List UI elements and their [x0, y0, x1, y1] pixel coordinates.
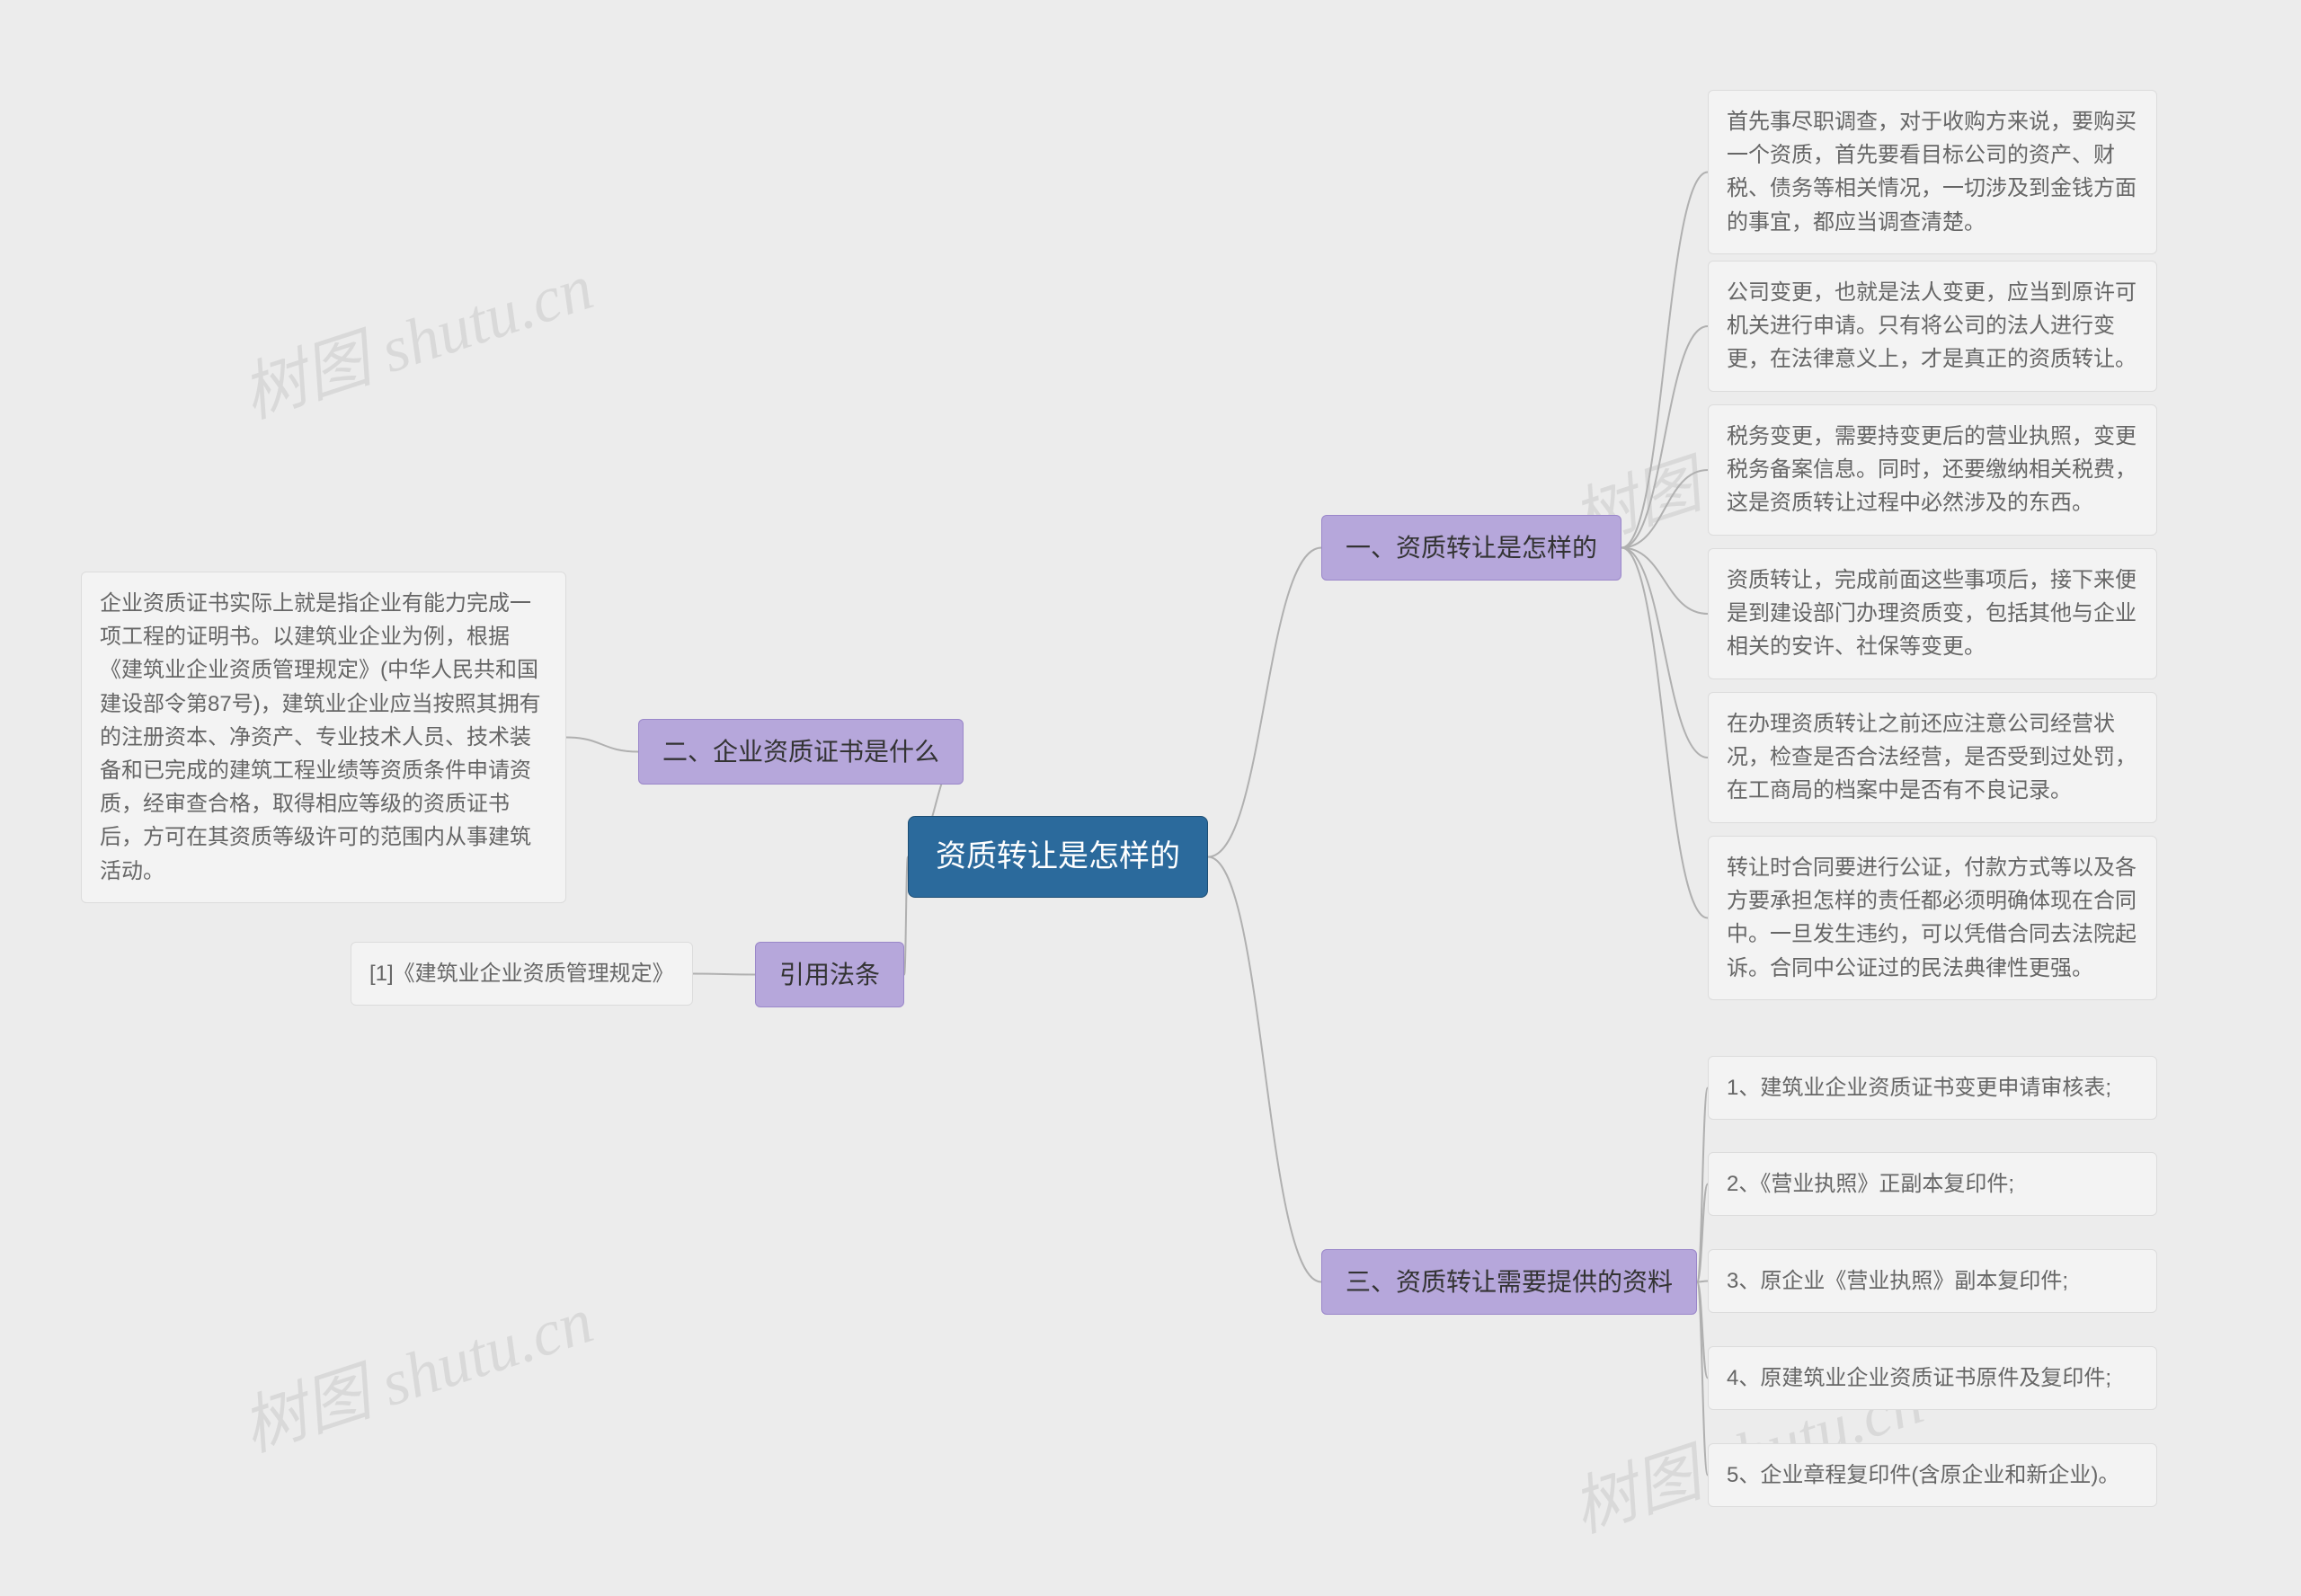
branch-2[interactable]: 二、企业资质证书是什么	[638, 719, 964, 785]
leaf-b1-1[interactable]: 首先事尽职调查，对于收购方来说，要购买一个资质，首先要看目标公司的资产、财税、债…	[1708, 90, 2157, 254]
leaf-b1-6[interactable]: 转让时合同要进行公证，付款方式等以及各方要承担怎样的责任都必须明确体现在合同中。…	[1708, 836, 2157, 1000]
watermark: 树图 shutu.cn	[228, 234, 603, 436]
root-node[interactable]: 资质转让是怎样的	[908, 816, 1208, 898]
leaf-b3-4[interactable]: 4、原建筑业企业资质证书原件及复印件;	[1708, 1346, 2157, 1410]
leaf-b1-2[interactable]: 公司变更，也就是法人变更，应当到原许可机关进行申请。只有将公司的法人进行变更，在…	[1708, 261, 2157, 392]
leaf-b1-3[interactable]: 税务变更，需要持变更后的营业执照，变更税务备案信息。同时，还要缴纳相关税费，这是…	[1708, 404, 2157, 536]
leaf-b4-1[interactable]: [1]《建筑业企业资质管理规定》	[351, 942, 693, 1006]
branch-1[interactable]: 一、资质转让是怎样的	[1321, 515, 1621, 581]
leaf-b2-1[interactable]: 企业资质证书实际上就是指企业有能力完成一项工程的证明书。以建筑业企业为例，根据《…	[81, 572, 566, 903]
leaf-b3-5[interactable]: 5、企业章程复印件(含原企业和新企业)。	[1708, 1443, 2157, 1507]
leaf-b1-5[interactable]: 在办理资质转让之前还应注意公司经营状况，检查是否合法经营，是否受到过处罚，在工商…	[1708, 692, 2157, 823]
leaf-b1-4[interactable]: 资质转让，完成前面这些事项后，接下来便是到建设部门办理资质变，包括其他与企业相关…	[1708, 548, 2157, 679]
watermark: 树图 shutu.cn	[228, 1267, 603, 1469]
leaf-b3-3[interactable]: 3、原企业《营业执照》副本复印件;	[1708, 1249, 2157, 1313]
leaf-b3-2[interactable]: 2、《营业执照》正副本复印件;	[1708, 1152, 2157, 1216]
leaf-b3-1[interactable]: 1、建筑业企业资质证书变更申请审核表;	[1708, 1056, 2157, 1120]
branch-4[interactable]: 引用法条	[755, 942, 904, 1007]
branch-3[interactable]: 三、资质转让需要提供的资料	[1321, 1249, 1697, 1315]
